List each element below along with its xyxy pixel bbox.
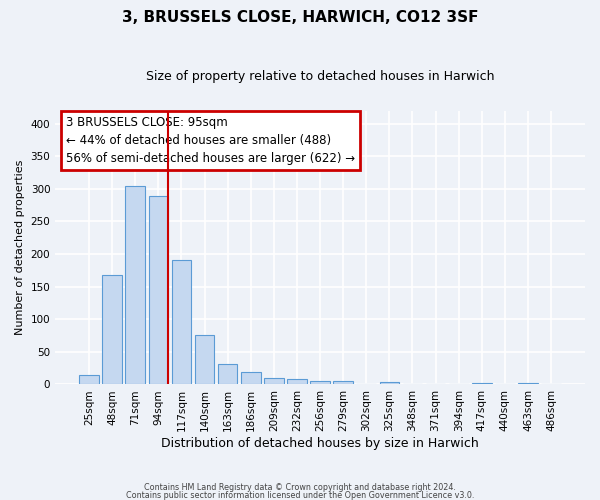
Bar [218, 364, 238, 384]
Bar [264, 378, 284, 384]
Text: 3 BRUSSELS CLOSE: 95sqm
← 44% of detached houses are smaller (488)
56% of semi-d: 3 BRUSSELS CLOSE: 95sqm ← 44% of detache… [66, 116, 355, 165]
Bar [518, 382, 538, 384]
Bar [287, 378, 307, 384]
X-axis label: Distribution of detached houses by size in Harwich: Distribution of detached houses by size … [161, 437, 479, 450]
Bar [380, 382, 399, 384]
Title: Size of property relative to detached houses in Harwich: Size of property relative to detached ho… [146, 70, 494, 83]
Bar [125, 186, 145, 384]
Text: Contains public sector information licensed under the Open Government Licence v3: Contains public sector information licen… [126, 490, 474, 500]
Bar [334, 381, 353, 384]
Bar [103, 275, 122, 384]
Bar [310, 381, 330, 384]
Bar [195, 335, 214, 384]
Text: Contains HM Land Registry data © Crown copyright and database right 2024.: Contains HM Land Registry data © Crown c… [144, 484, 456, 492]
Bar [472, 382, 491, 384]
Bar [241, 372, 260, 384]
Y-axis label: Number of detached properties: Number of detached properties [15, 160, 25, 335]
Bar [79, 374, 99, 384]
Bar [172, 260, 191, 384]
Text: 3, BRUSSELS CLOSE, HARWICH, CO12 3SF: 3, BRUSSELS CLOSE, HARWICH, CO12 3SF [122, 10, 478, 25]
Bar [149, 196, 168, 384]
